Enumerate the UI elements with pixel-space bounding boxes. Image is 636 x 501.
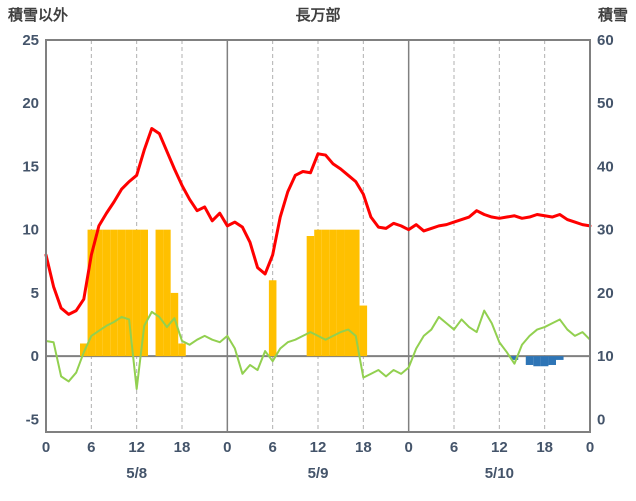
svg-text:6: 6 [268, 439, 276, 456]
svg-text:6: 6 [87, 439, 95, 456]
svg-text:20: 20 [22, 95, 39, 112]
svg-text:10: 10 [597, 348, 614, 365]
svg-text:12: 12 [310, 439, 327, 456]
svg-text:6: 6 [450, 439, 458, 456]
svg-text:18: 18 [355, 439, 372, 456]
svg-text:0: 0 [42, 439, 50, 456]
svg-text:5/9: 5/9 [308, 465, 329, 482]
svg-text:0: 0 [31, 348, 39, 365]
svg-text:15: 15 [22, 158, 39, 175]
svg-text:40: 40 [597, 158, 614, 175]
svg-text:18: 18 [174, 439, 191, 456]
left-axis-title: 積雪以外 [8, 7, 69, 24]
svg-text:12: 12 [491, 439, 508, 456]
svg-text:30: 30 [597, 222, 614, 239]
svg-text:18: 18 [536, 439, 553, 456]
chart-title: 長万部 [295, 7, 341, 24]
svg-text:20: 20 [597, 285, 614, 302]
svg-text:12: 12 [128, 439, 145, 456]
svg-text:5/10: 5/10 [485, 465, 514, 482]
svg-text:5/8: 5/8 [126, 465, 147, 482]
svg-text:50: 50 [597, 95, 614, 112]
svg-text:0: 0 [223, 439, 231, 456]
svg-text:25: 25 [22, 32, 39, 49]
svg-text:0: 0 [404, 439, 412, 456]
svg-text:10: 10 [22, 222, 39, 239]
svg-text:5: 5 [31, 285, 39, 302]
svg-text:-5: -5 [26, 411, 39, 428]
svg-text:0: 0 [597, 411, 605, 428]
right-axis-title: 積雪 [597, 7, 628, 24]
svg-text:60: 60 [597, 32, 614, 49]
svg-text:0: 0 [586, 439, 594, 456]
